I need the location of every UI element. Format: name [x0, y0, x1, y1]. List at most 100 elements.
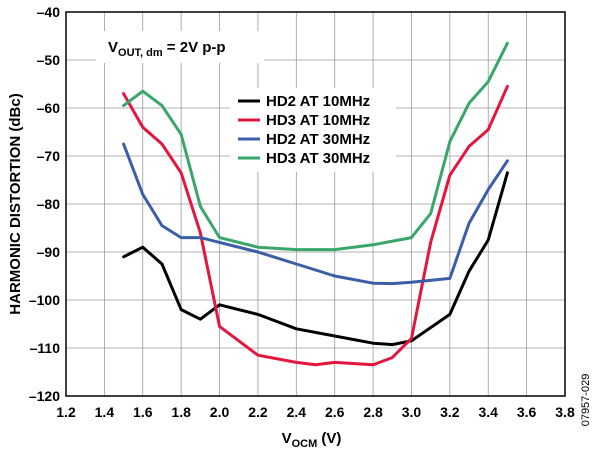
annotation-main: V: [108, 39, 118, 56]
data-point: [296, 249, 297, 250]
data-point: [219, 304, 220, 305]
data-point: [219, 237, 220, 238]
annotation-subscript: OUT, dm: [118, 47, 163, 59]
data-point: [507, 86, 508, 87]
data-point: [430, 213, 431, 214]
y-tick-label: –100: [29, 292, 60, 308]
x-tick-label: 1.4: [95, 404, 115, 420]
data-point: [488, 81, 489, 82]
data-point: [449, 278, 450, 279]
x-tick-label: 3.2: [440, 404, 460, 420]
data-point: [257, 355, 258, 356]
data-point: [488, 239, 489, 240]
data-point: [372, 244, 373, 245]
data-point: [468, 103, 469, 104]
data-point: [411, 282, 412, 283]
x-tick-label: 3.8: [555, 404, 575, 420]
data-point: [142, 127, 143, 128]
legend-label: HD3 AT 30MHz: [266, 150, 370, 167]
x-tick-labels: 1.2 1.4 1.6 1.8 2.0 2.2 2.4 2.6 2.8 3.0 3.2 3.4 3.6 3…: [56, 404, 575, 420]
x-tick-label: 2.8: [363, 404, 383, 420]
data-point: [507, 172, 508, 173]
data-point: [219, 326, 220, 327]
data-point: [161, 263, 162, 264]
y-tick-label: –40: [37, 4, 61, 20]
y-tick-label: –90: [37, 244, 61, 260]
data-point: [181, 309, 182, 310]
x-tick-label: 3.6: [517, 404, 537, 420]
y-tick-label: –110: [30, 340, 61, 356]
data-point: [142, 194, 143, 195]
data-point: [296, 263, 297, 264]
data-point: [372, 283, 373, 284]
data-point: [430, 242, 431, 243]
data-point: [392, 283, 393, 284]
x-tick-label: 1.8: [171, 404, 191, 420]
data-point: [142, 91, 143, 92]
data-point: [449, 141, 450, 142]
annotation-rest: = 2V p-p: [163, 39, 226, 56]
data-point: [334, 335, 335, 336]
x-tick-label: 2.6: [325, 404, 345, 420]
data-point: [161, 143, 162, 144]
data-point: [468, 223, 469, 224]
x-tick-label: 2.4: [287, 404, 307, 420]
x-tick-label: 2.2: [248, 404, 268, 420]
x-axis-title-main: V: [282, 430, 292, 447]
legend-label: HD2 AT 10MHz: [266, 93, 370, 110]
legend-label: HD2 AT 30MHz: [266, 131, 370, 148]
x-tick-label: 3.4: [478, 404, 498, 420]
data-point: [411, 338, 412, 339]
data-point: [392, 344, 393, 345]
y-tick-label: –50: [37, 52, 61, 68]
x-axis-title: VOCM (V): [282, 430, 342, 450]
data-point: [468, 146, 469, 147]
y-tick-label: –80: [37, 196, 61, 212]
data-point: [488, 129, 489, 130]
data-point: [257, 314, 258, 315]
x-axis-title-suffix: (V): [317, 430, 341, 447]
data-point: [372, 364, 373, 365]
data-point: [488, 189, 489, 190]
data-point: [200, 237, 201, 238]
data-point: [334, 275, 335, 276]
data-point: [296, 362, 297, 363]
data-point: [296, 328, 297, 329]
y-tick-label: –120: [29, 388, 60, 404]
data-point: [392, 357, 393, 358]
data-point: [507, 160, 508, 161]
data-point: [200, 206, 201, 207]
data-point: [123, 105, 124, 106]
figure-id: 07957-029: [580, 374, 592, 427]
data-point: [181, 172, 182, 173]
legend-label: HD3 AT 10MHz: [266, 112, 370, 129]
data-point: [123, 256, 124, 257]
data-point: [181, 237, 182, 238]
data-point: [161, 105, 162, 106]
series-1: [123, 172, 508, 345]
data-point: [200, 232, 201, 233]
data-point: [334, 362, 335, 363]
legend: HD2 AT 10MHz HD3 AT 10MHz HD2 AT 30MHz HD3 …: [230, 88, 396, 172]
data-point: [411, 237, 412, 238]
x-tick-label: 2.0: [210, 404, 230, 420]
data-point: [315, 364, 316, 365]
grid-lines: [66, 12, 565, 396]
x-axis-title-subscript: OCM: [292, 438, 318, 450]
data-point: [468, 271, 469, 272]
data-point: [123, 143, 124, 144]
data-point: [257, 251, 258, 252]
data-point: [161, 225, 162, 226]
data-point: [372, 343, 373, 344]
data-point: [142, 247, 143, 248]
data-point: [123, 93, 124, 94]
data-point: [219, 242, 220, 243]
x-tick-label: 1.2: [56, 404, 76, 420]
y-tick-labels: –40–50–60–70–80–90–100–110–120: [29, 4, 60, 404]
x-tick-label: 3.0: [402, 404, 422, 420]
data-point: [334, 249, 335, 250]
data-point: [507, 43, 508, 44]
data-point: [257, 247, 258, 248]
y-tick-label: –60: [37, 100, 61, 116]
